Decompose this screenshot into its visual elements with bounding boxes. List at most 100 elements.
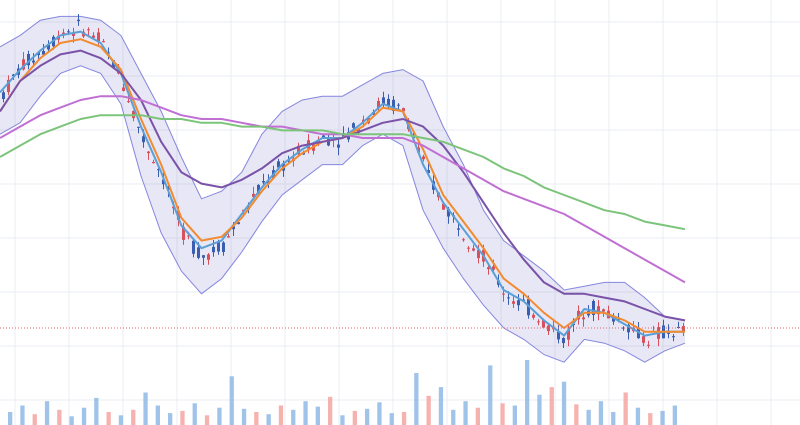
volume-bar — [168, 413, 173, 425]
volume-bar — [217, 407, 222, 425]
volume-bar — [377, 402, 382, 425]
candle-body — [162, 179, 165, 185]
candle-body — [647, 344, 650, 346]
candle-body — [87, 29, 90, 31]
candle-body — [567, 329, 570, 340]
candle-body — [192, 240, 195, 254]
candle-body — [327, 138, 330, 146]
volume-bar — [635, 407, 641, 425]
volume-bar — [266, 414, 271, 425]
candle-body — [592, 301, 595, 315]
volume-bar — [611, 412, 616, 425]
candle-body — [232, 226, 235, 230]
candle-body — [37, 52, 40, 56]
candle-body — [42, 51, 45, 55]
candle-body — [442, 203, 445, 210]
volume-bar — [143, 392, 148, 425]
candle-body — [22, 59, 25, 70]
candle-body — [222, 242, 225, 252]
volume-bar — [660, 410, 665, 425]
volume-bar — [352, 410, 357, 425]
volume-bar — [81, 407, 87, 425]
candle-body — [467, 247, 470, 249]
candle-body — [547, 325, 550, 332]
volume-bar — [648, 413, 653, 425]
candle-body — [642, 336, 645, 343]
candle-body — [252, 193, 255, 197]
candle-body — [167, 186, 170, 190]
volume-bar — [561, 381, 567, 425]
candle-body — [397, 104, 400, 106]
candle-body — [197, 247, 200, 258]
candle-body — [2, 92, 5, 99]
bollinger-band — [0, 15, 686, 363]
volume-bar — [623, 392, 628, 425]
volume-bar — [488, 365, 493, 425]
candle-body — [462, 239, 465, 241]
volume-bar — [44, 401, 50, 425]
ma-longest-line — [0, 114, 686, 231]
volume-bar — [389, 413, 394, 425]
volume-bar — [401, 412, 407, 425]
volume-bar — [365, 408, 370, 425]
volume-bar — [574, 404, 579, 425]
candle-body — [382, 97, 385, 104]
volume-bar — [192, 403, 197, 425]
candle-body — [492, 266, 495, 270]
candle-body — [457, 228, 460, 230]
candle-body — [582, 317, 585, 320]
candle-body — [562, 338, 565, 344]
volume-bar — [155, 405, 160, 425]
candle-body — [487, 267, 490, 270]
candle-body — [597, 306, 600, 315]
candle-body — [202, 255, 205, 258]
candle-body — [477, 250, 480, 259]
ma-long-line — [0, 49, 686, 322]
candle-body — [512, 301, 515, 304]
candle-body — [617, 318, 620, 320]
volume-bar — [241, 408, 247, 425]
candle-body — [77, 19, 80, 22]
candle-body — [402, 108, 405, 112]
volume-bar — [315, 406, 320, 425]
candle-body — [72, 33, 75, 36]
candle-body — [122, 87, 125, 91]
volume-bar — [463, 401, 468, 425]
candle-body — [92, 35, 95, 38]
candle-body — [102, 41, 105, 43]
candle-body — [217, 242, 220, 252]
candle-body — [377, 101, 380, 109]
candle-body — [67, 31, 70, 33]
volume-bar — [20, 405, 25, 425]
bollinger-lower-line — [0, 65, 686, 363]
candle-body — [352, 123, 355, 128]
volume-bar — [131, 409, 136, 425]
volume-bar — [94, 397, 99, 425]
candle-body — [262, 181, 265, 183]
candle-body — [62, 32, 65, 35]
candle-body — [622, 327, 625, 329]
candle-body — [207, 254, 210, 260]
volume-bar — [204, 415, 210, 425]
volume-bar — [254, 412, 259, 425]
bollinger-upper-line — [0, 15, 686, 321]
candle-body — [47, 44, 50, 50]
candle-body — [542, 319, 545, 328]
bollinger-band-fill — [0, 16, 685, 363]
candle-body — [12, 74, 15, 77]
volume-bar — [438, 387, 444, 425]
candle-body — [277, 161, 280, 168]
candle-body — [527, 299, 530, 316]
indicator-lines — [0, 30, 686, 337]
candle-body — [472, 248, 475, 251]
volume-bar — [57, 409, 62, 425]
volume-bar — [278, 405, 284, 425]
candle-body — [187, 235, 190, 237]
volume-bar — [672, 405, 677, 425]
candle-body — [127, 101, 130, 103]
candle-body — [182, 226, 185, 240]
volume-bar — [118, 415, 124, 425]
candle-body — [602, 309, 605, 312]
